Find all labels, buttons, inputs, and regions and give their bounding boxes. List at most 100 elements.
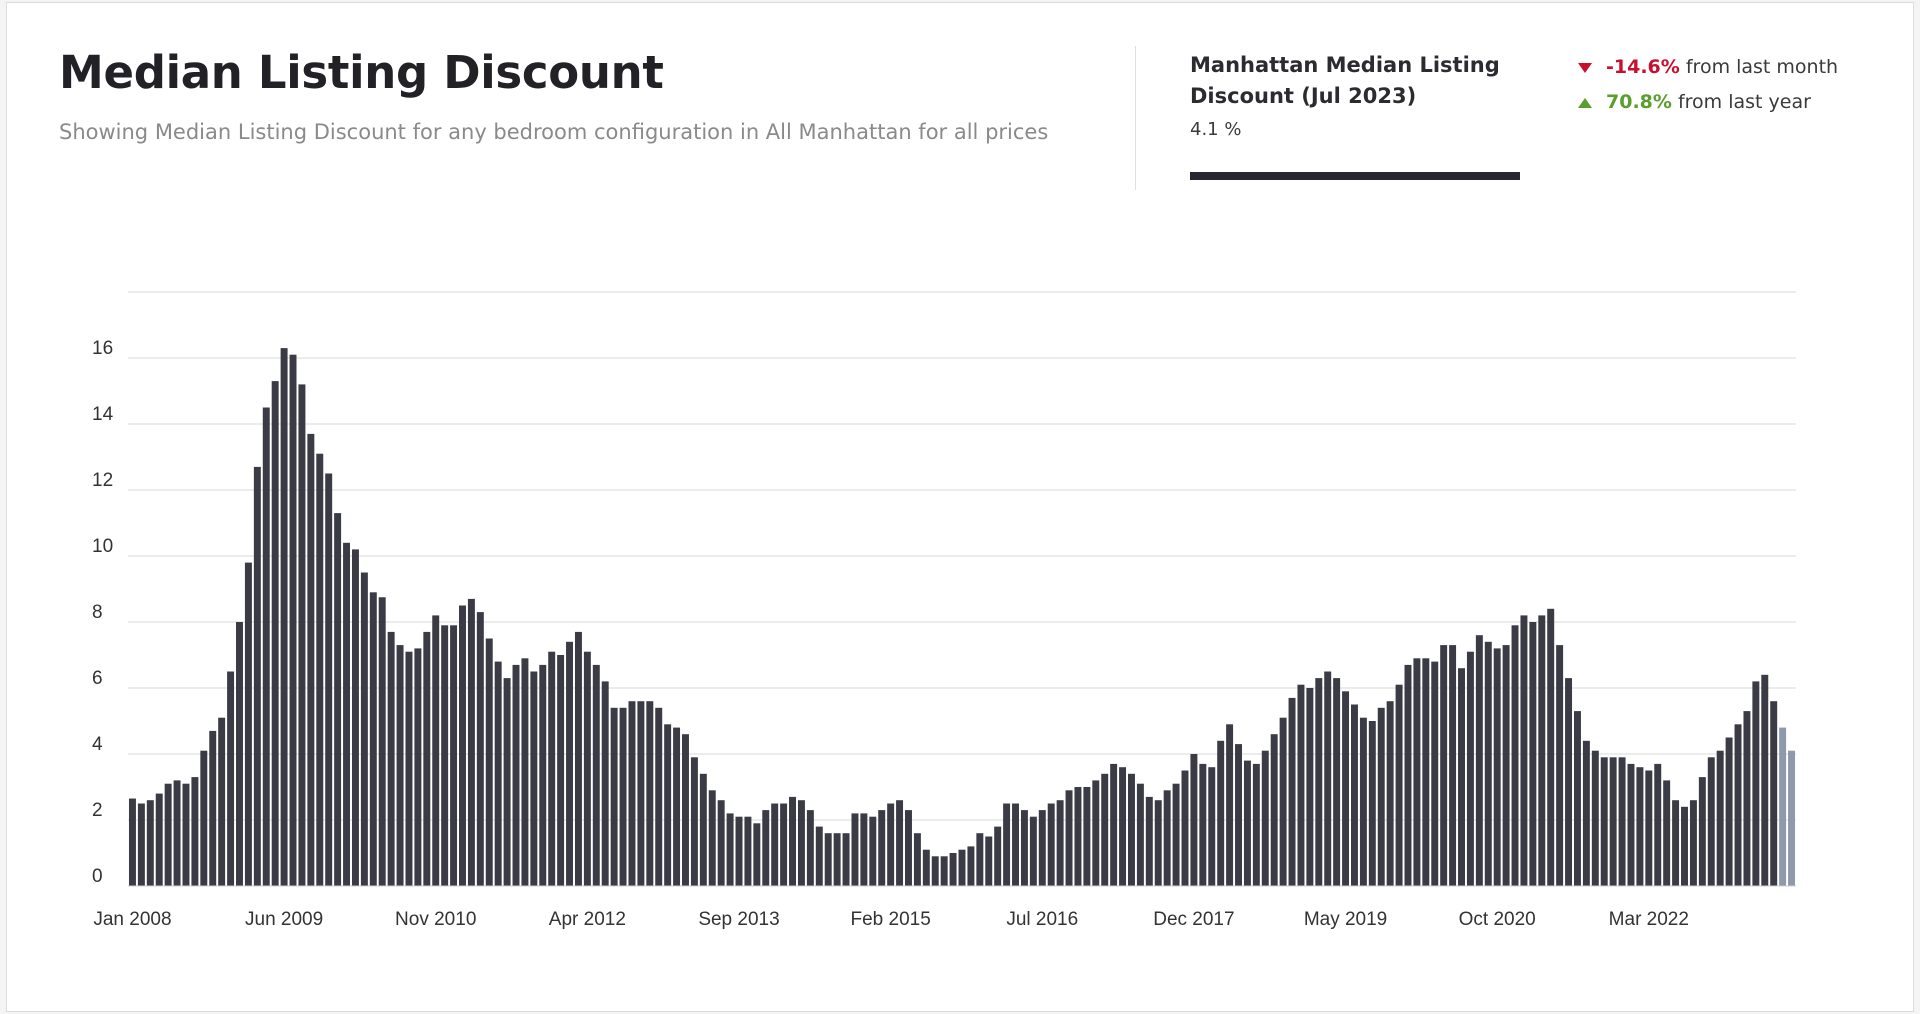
y-tick-label: 0: [92, 866, 103, 887]
bar: [1074, 787, 1082, 886]
bar: [699, 773, 707, 886]
bar: [780, 803, 788, 886]
bar: [976, 833, 984, 886]
bar: [1475, 635, 1483, 886]
bar: [1226, 724, 1234, 886]
bar: [200, 750, 208, 886]
bar: [1449, 645, 1457, 886]
bar: [1618, 757, 1626, 886]
bar: [236, 622, 243, 886]
bar: [860, 813, 868, 886]
bar: [1484, 641, 1492, 886]
bar: [1529, 622, 1537, 886]
bar: [1012, 803, 1019, 886]
bar: [191, 777, 199, 886]
y-tick-label: 16: [92, 338, 113, 359]
bar: [387, 631, 395, 886]
y-tick-label: 4: [92, 734, 103, 755]
bar: [1440, 645, 1448, 886]
bar: [1350, 704, 1358, 886]
bar: [806, 810, 814, 886]
bar: [610, 707, 618, 886]
bar: [1413, 658, 1421, 886]
summary-value: 4.1 %: [1190, 119, 1242, 140]
bar: [619, 707, 627, 886]
bar: [1359, 717, 1367, 886]
bar: [378, 597, 386, 886]
bar: [289, 354, 297, 886]
bar: [1502, 645, 1510, 886]
bar: [1538, 615, 1546, 886]
bar: [1315, 678, 1323, 886]
bar: [1261, 750, 1269, 886]
bar: [717, 800, 725, 886]
bar: [316, 453, 324, 886]
x-tick-label: Sep 2013: [698, 909, 779, 930]
bar: [494, 661, 502, 886]
bar: [503, 678, 511, 886]
bar: [673, 727, 681, 886]
x-tick-label: May 2019: [1304, 909, 1387, 930]
bar: [1636, 767, 1644, 886]
bar: [307, 433, 315, 886]
x-tick-label: Nov 2010: [395, 909, 476, 930]
bar: [771, 803, 779, 886]
bar: [726, 813, 734, 886]
header-divider: [1135, 46, 1136, 190]
arrow-down-icon: [1578, 62, 1592, 73]
bar: [137, 803, 145, 886]
bar: [271, 381, 279, 886]
bar: [1547, 608, 1555, 886]
bar: [842, 833, 850, 886]
bar: [1788, 750, 1796, 886]
bar: [209, 730, 217, 886]
bar: [1458, 668, 1465, 886]
x-tick-label: Jul 2016: [1006, 909, 1078, 930]
bar: [1609, 757, 1617, 886]
bar: [253, 466, 261, 886]
bar: [1591, 750, 1599, 886]
bar: [949, 853, 957, 886]
bar: [958, 849, 966, 886]
bar: [1288, 697, 1296, 886]
bar: [797, 800, 805, 886]
bar: [1163, 790, 1171, 886]
bar: [1119, 767, 1127, 886]
bar: [1779, 727, 1787, 886]
bar: [682, 734, 689, 886]
bar: [1395, 684, 1403, 886]
bar: [1600, 757, 1608, 886]
bar: [592, 664, 600, 886]
bar: [1734, 724, 1742, 886]
bar: [1404, 664, 1412, 886]
bar: [414, 648, 422, 886]
bar: [262, 407, 270, 886]
bar: [1716, 750, 1724, 886]
bar: [1101, 773, 1109, 886]
bar: [164, 783, 172, 886]
y-tick-label: 2: [92, 800, 103, 821]
summary-bar: [1190, 172, 1520, 180]
bar: [744, 816, 752, 886]
bar: [334, 513, 342, 886]
bar: [1466, 651, 1474, 886]
bar: [1743, 711, 1751, 886]
x-tick-label: Mar 2022: [1609, 909, 1689, 930]
year-change-value: 70.8%: [1606, 91, 1672, 113]
bar: [708, 790, 716, 886]
x-tick-label: Dec 2017: [1153, 909, 1234, 930]
bar: [539, 664, 547, 886]
bar: [646, 701, 654, 886]
bar: [1029, 816, 1037, 886]
bar: [1582, 740, 1590, 886]
bar: [1654, 763, 1662, 886]
bar: [218, 717, 226, 886]
bar: [1342, 691, 1350, 886]
bar: [931, 856, 939, 886]
bar: [432, 615, 440, 886]
bar: [1520, 615, 1528, 886]
bar: [1038, 810, 1046, 886]
bar: [441, 625, 449, 886]
bar: [1770, 701, 1778, 886]
x-tick-label: Apr 2012: [549, 909, 626, 930]
